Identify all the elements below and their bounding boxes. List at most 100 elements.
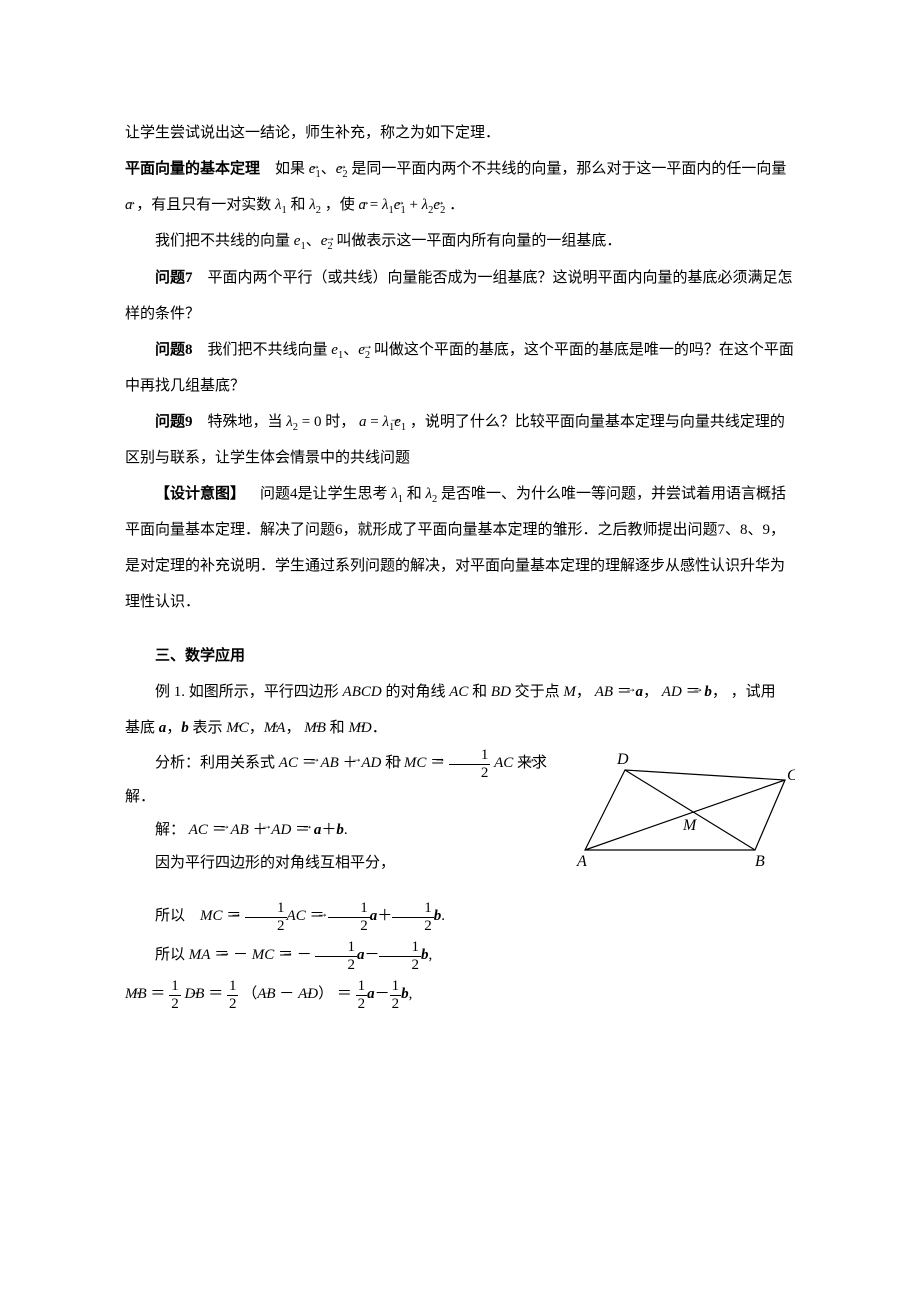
label-m: M bbox=[682, 817, 698, 834]
diagram-svg: A B C D M bbox=[565, 750, 795, 870]
label-b: B bbox=[755, 853, 765, 870]
theorem-text: 如果 bbox=[275, 161, 305, 177]
theorem-block: 平面向量的基本定理 如果 e1、e2 是同一平面内两个不共线的向量，那么对于这一… bbox=[125, 151, 795, 223]
solution-line-3: 所以 MC ＝ 12AC ＝ 12a＋12b. bbox=[125, 897, 795, 936]
lambda2: λ2 bbox=[422, 197, 434, 213]
fraction-half: 12 bbox=[328, 899, 370, 934]
vector-ab: AB bbox=[595, 684, 613, 700]
vector-ad: AD bbox=[662, 684, 682, 700]
vector-mb: MB bbox=[304, 720, 326, 736]
lambda1: λ1 bbox=[382, 197, 394, 213]
label-a: A bbox=[576, 853, 587, 870]
q8-label: 问题8 bbox=[155, 342, 193, 358]
example-text: ，试用 bbox=[731, 684, 776, 700]
example-1b: 基底 a，b 表示 MC，MA， MB 和 MD． bbox=[125, 710, 795, 746]
lambda1: λ1 bbox=[391, 486, 403, 502]
equals-sign: = bbox=[370, 414, 382, 430]
theorem-text: ，使 bbox=[325, 197, 355, 213]
intro-line: 让学生尝试说出这一结论，师生补充，称之为如下定理． bbox=[125, 115, 795, 151]
theorem-text: ． bbox=[449, 197, 464, 213]
fraction-half: 12 bbox=[449, 746, 491, 781]
vector-ad: AD bbox=[361, 755, 381, 771]
vector-ma: MA bbox=[189, 947, 211, 963]
vector-e2: e2 bbox=[433, 197, 445, 213]
vector-e1: e1 bbox=[294, 233, 306, 249]
spacer bbox=[125, 620, 795, 638]
q8-text: 我们把不共线向量 bbox=[208, 342, 328, 358]
vector-ac: AC bbox=[189, 822, 208, 838]
theorem-text: 和 bbox=[291, 197, 306, 213]
fraction-half: 12 bbox=[315, 938, 357, 973]
vector-mc: MC bbox=[252, 947, 275, 963]
figure-and-solution: A B C D M 分析：利用关系式 AC ＝ AB ＋ AD 和 MC ＝ 1… bbox=[125, 746, 795, 885]
solution-label: 解： bbox=[155, 822, 185, 838]
vector-e1: e1 bbox=[309, 161, 321, 177]
vector-e1: e1 bbox=[394, 197, 406, 213]
question-8: 问题8 我们把不共线向量 e1、e2 叫做这个平面的基底，这个平面的基底是唯一的… bbox=[125, 332, 795, 404]
vector-ad: AD bbox=[271, 822, 291, 838]
so-text: 所以 bbox=[155, 908, 185, 924]
example-text: 如图所示，平行四边形 bbox=[189, 684, 339, 700]
example-label: 例 1. bbox=[155, 684, 185, 700]
vector-e1: e1 bbox=[394, 414, 406, 430]
vector-e2: e2 bbox=[321, 233, 333, 249]
vector-ab: AB bbox=[320, 755, 338, 771]
vector-mc: MC bbox=[226, 720, 249, 736]
analysis-label: 分析： bbox=[155, 755, 200, 771]
lambda1: λ1 bbox=[275, 197, 287, 213]
spacer bbox=[125, 885, 795, 897]
bd: BD bbox=[491, 684, 511, 700]
vector-mc: MC bbox=[404, 755, 427, 771]
equals-sign: = bbox=[370, 197, 382, 213]
vector-ab: AB bbox=[230, 822, 248, 838]
q9-text: 特殊地，当 bbox=[208, 414, 283, 430]
basis-text: 叫做表示这一平面内所有向量的一组基底． bbox=[336, 233, 621, 249]
q7-text: 平面内两个平行（或共线）向量能否成为一组基底？这说明平面内向量的基底必须满足怎样… bbox=[125, 270, 793, 322]
vec-b: b bbox=[704, 684, 712, 700]
vector-a: a bbox=[125, 197, 133, 213]
theorem-title: 平面向量的基本定理 bbox=[125, 161, 260, 177]
vector-mc: MC bbox=[200, 908, 223, 924]
lambda2: λ2 bbox=[309, 197, 321, 213]
vector-ac: AC bbox=[279, 755, 298, 771]
fraction-half: 12 bbox=[356, 977, 368, 1012]
solution-line-4: 所以 MA ＝ － MC ＝ － 12a－12b, bbox=[125, 936, 795, 975]
design-text: 问题4是让学生思考 bbox=[260, 486, 388, 502]
theorem-text: ，有且只有一对实数 bbox=[136, 197, 271, 213]
design-label: 【设计意图】 bbox=[155, 486, 245, 502]
vector-db: DB bbox=[184, 986, 204, 1002]
plus-sign: + bbox=[409, 197, 421, 213]
theorem-text: 是同一平面内两个不共线的向量，那么对于这一平面内的 bbox=[351, 161, 726, 177]
label-d: D bbox=[616, 751, 629, 768]
vector-ab: AB bbox=[257, 986, 275, 1002]
q9-text: 时， bbox=[325, 414, 355, 430]
document-page: 让学生尝试说出这一结论，师生补充，称之为如下定理． 平面向量的基本定理 如果 e… bbox=[0, 0, 920, 1302]
vector-ad: AD bbox=[298, 986, 318, 1002]
example-text: 交于点 bbox=[515, 684, 560, 700]
design-text: 是否唯一、为什么唯一等问题，并尝试着用语言概括平面向量基本定理．解决了问题6，就… bbox=[125, 486, 786, 610]
design-intent: 【设计意图】 问题4是让学生思考 λ1 和 λ2 是否唯一、为什么唯一等问题，并… bbox=[125, 476, 795, 620]
q7-label: 问题7 bbox=[155, 270, 193, 286]
vector-a: a bbox=[359, 414, 367, 430]
basis-text: 我们把不共线的向量 bbox=[155, 233, 290, 249]
fraction-half: 12 bbox=[169, 977, 181, 1012]
lambda2: λ2 bbox=[426, 486, 438, 502]
q9-label: 问题9 bbox=[155, 414, 193, 430]
vector-md: MD bbox=[348, 720, 371, 736]
design-text: 和 bbox=[407, 486, 422, 502]
abcd: ABCD bbox=[343, 684, 382, 700]
so-text: 所以 bbox=[155, 947, 185, 963]
comma: ， bbox=[576, 684, 591, 700]
basis-line: 我们把不共线的向量 e1、e2 叫做表示这一平面内所有向量的一组基底． bbox=[125, 223, 795, 259]
vector-mb: MB bbox=[125, 986, 147, 1002]
fraction-half: 12 bbox=[227, 977, 239, 1012]
solution-line-5: MB ＝ 12 DB ＝ 12 （AB － AD） ＝ 12a－12b, bbox=[125, 975, 795, 1014]
ac: AC bbox=[449, 684, 468, 700]
example-text: 的对角线 bbox=[385, 684, 445, 700]
vector-e2: e2 bbox=[336, 161, 348, 177]
vector-ma: MA bbox=[264, 720, 286, 736]
theorem-text: 任一向量 bbox=[726, 161, 786, 177]
fraction-half: 12 bbox=[379, 938, 421, 973]
parallelogram-diagram: A B C D M bbox=[565, 750, 795, 875]
fraction-half: 12 bbox=[245, 899, 287, 934]
